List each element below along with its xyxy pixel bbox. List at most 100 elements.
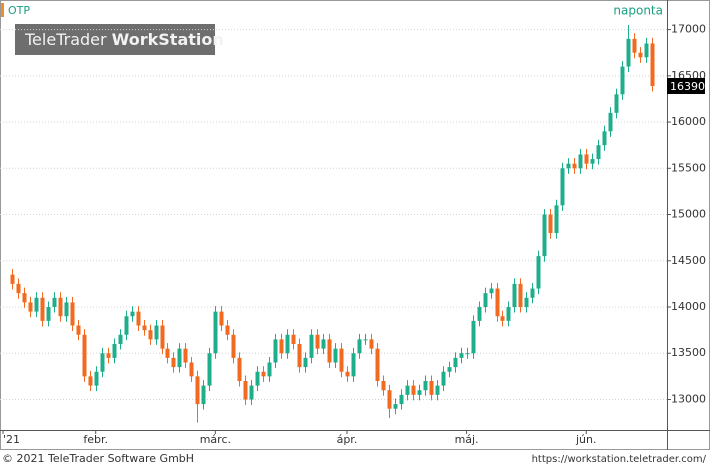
last-price-label: 16390 [670,80,705,93]
footer-copyright: © 2021 TeleTrader Software GmbH [2,452,194,465]
chart-frame [0,0,710,450]
last-price-box [667,78,705,94]
candle-body [650,43,655,86]
candle-body [477,307,482,321]
candle-body [183,348,188,363]
candle-body [626,38,631,67]
candle-body [345,371,350,377]
candle-body [16,283,21,294]
candle-body [542,214,547,257]
candle-body [429,380,434,395]
candle-body [632,38,637,53]
candle-body [201,385,206,405]
candle-body [52,297,57,308]
candle-body [171,357,176,368]
candle-body [453,357,458,368]
candle-body [267,362,272,377]
candle-body [435,385,440,395]
candle-body [327,339,332,363]
candle-body [88,376,93,386]
candle-body [506,307,511,321]
candle-body [548,214,553,234]
candle-body [572,163,577,169]
candle-body [100,353,105,372]
watermark: TeleTrader WorkStation [24,30,224,49]
candle-body [608,112,613,132]
candle-body [596,145,601,160]
y-tick-label: 14500 [671,254,706,267]
candle-body [136,311,141,326]
candle-body [165,348,170,358]
candle-body [399,394,404,405]
candle-body [249,385,254,400]
candle-body [417,390,422,395]
y-tick-label: 13500 [671,346,706,359]
x-tick-label: '21 [3,433,20,446]
candle-body [375,348,380,381]
x-tick-label: ápr. [337,433,358,446]
candle-body [387,390,392,409]
candle-body [255,371,260,386]
watermark-product: WorkStation [112,30,224,49]
candle-body [423,380,428,391]
candle-body [369,339,374,349]
candle-body [441,371,446,386]
candle-body [554,205,559,234]
watermark-brand: TeleTrader [24,30,107,49]
candle-body [393,404,398,409]
candle-body [357,339,362,354]
candle-body [112,344,117,358]
y-tick-label: 17000 [671,23,706,36]
y-tick-label: 13000 [671,392,706,405]
candle-body [500,316,505,321]
candle-body [124,316,129,335]
candle-body [524,297,529,308]
candle-body [285,334,290,354]
candle-body [58,297,63,317]
candle-body [10,274,15,284]
candle-body [602,131,607,146]
candle-body [291,334,296,344]
candle-body [303,357,308,368]
candle-body [381,380,386,391]
candle-body [495,288,500,317]
candle-body [447,367,452,372]
candle-body [489,288,494,294]
candle-body [578,154,583,169]
candle-body [459,353,464,358]
candle-body [225,325,230,335]
candle-body [614,94,619,113]
candle-body [644,43,649,58]
y-tick-label: 15500 [671,161,706,174]
candle-body [28,302,33,312]
candle-body [590,159,595,164]
candle-body [64,302,69,317]
candle-body [339,348,344,372]
candle-body [315,334,320,349]
y-tick-label: 14000 [671,300,706,313]
candle-body [106,353,111,358]
candle-body [638,52,643,58]
candle-body [483,293,488,308]
candle-body [94,371,99,386]
candle-body [566,163,571,169]
candle-body [219,311,224,326]
x-tick-label: febr. [83,433,108,446]
x-tick-label: márc. [200,433,231,446]
candle-body [584,154,589,164]
footer-url: https://workstation.teletrader.com/ [532,454,707,465]
candle-body [279,339,284,354]
candle-body [46,307,51,321]
candle-body [142,325,147,331]
y-tick-label: 15000 [671,208,706,221]
candle-body [261,371,266,377]
candle-body [530,288,535,298]
candle-body [207,353,212,386]
candle-body [411,385,416,395]
candle-body [321,339,326,349]
candle-body [189,362,194,377]
candle-body [118,334,123,344]
candle-body [471,320,476,354]
candle-body [273,339,278,363]
